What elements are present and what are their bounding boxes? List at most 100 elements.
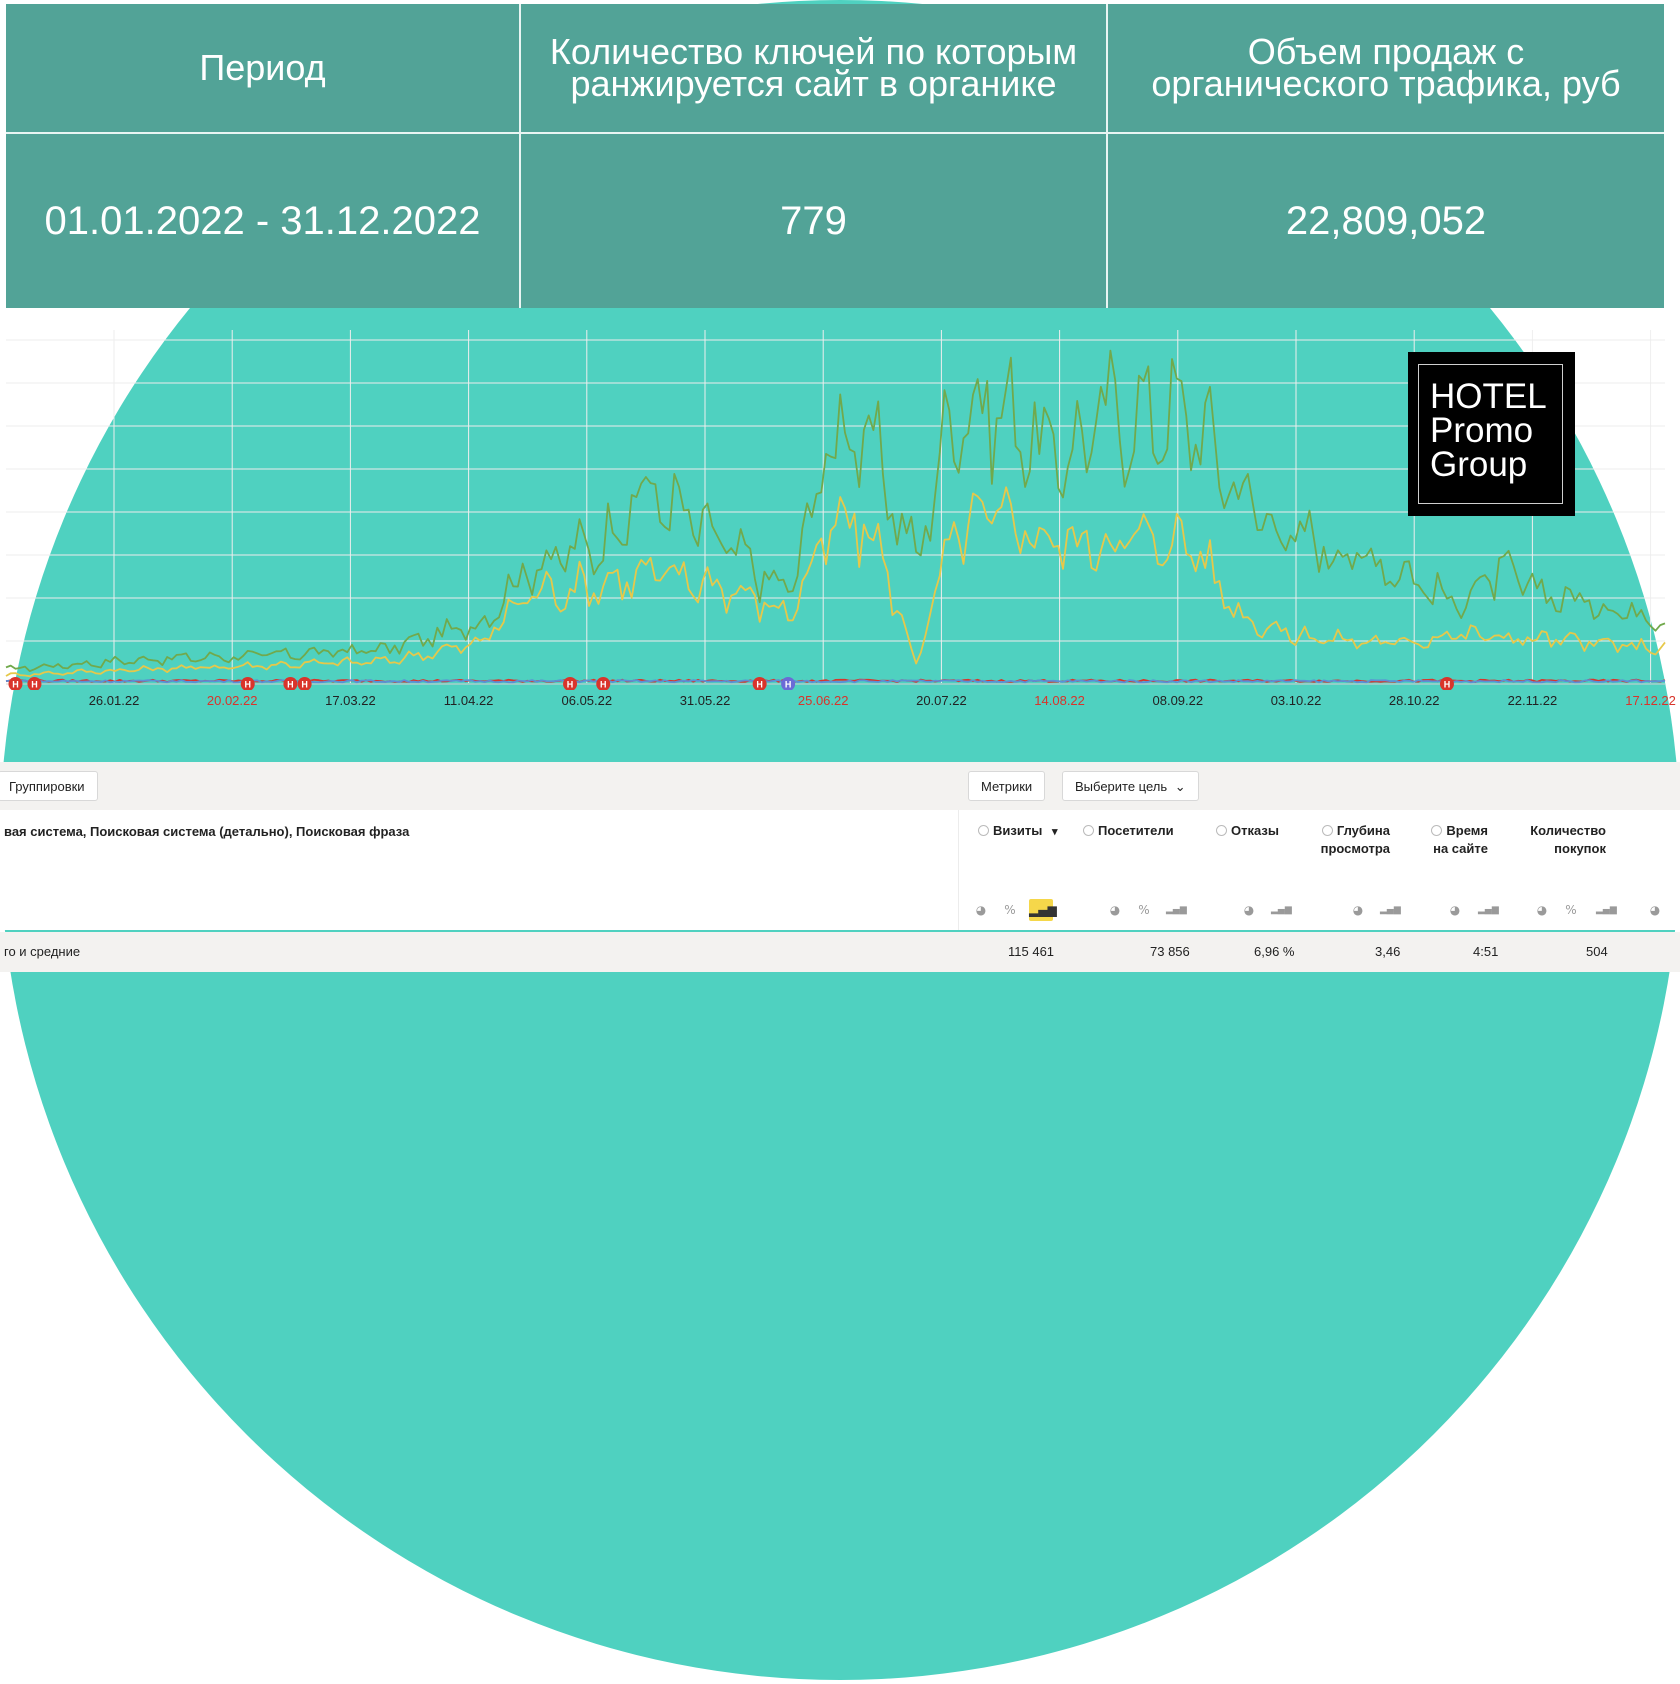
x-tick-label: 17.03.22	[325, 693, 376, 708]
header-period: Период	[6, 4, 521, 134]
column-depth-label-2: просмотра	[1320, 841, 1390, 856]
pie-chart-icon[interactable]: ◕	[1536, 903, 1548, 917]
x-tick-label: 20.02.22	[206, 693, 258, 708]
x-tick-label: 14.08.22	[1034, 693, 1085, 708]
series-line	[5, 486, 1666, 678]
goal-select-label: Выберите цель	[1075, 779, 1168, 794]
radio-icon[interactable]	[1216, 825, 1227, 836]
annotation-marker-icon	[563, 677, 578, 690]
column-time-label: Время	[1446, 823, 1488, 838]
column-depth-label: Глубина	[1336, 823, 1390, 838]
hotel-promo-group-logo: HOTEL Promo Group	[1408, 352, 1575, 516]
header-sales: Объем продаж с органического трафика, ру…	[1108, 4, 1664, 134]
annotation-marker-label: Н	[567, 680, 574, 690]
percent-icon[interactable]: %	[1004, 903, 1016, 917]
annotation-marker-label: Н	[301, 680, 308, 690]
pie-chart-icon[interactable]: ◕	[1449, 903, 1461, 917]
x-tick-label: 26.01.22	[88, 693, 140, 708]
column-time[interactable]: Время на сайте	[1428, 822, 1488, 858]
goal-select[interactable]: Выберите цель ⌄	[1062, 771, 1199, 801]
total-purchases: 504	[1586, 944, 1608, 959]
logo-frame	[1418, 364, 1563, 504]
total-visitors: 73 856	[1150, 944, 1190, 959]
column-visitors[interactable]: Посетители	[1083, 822, 1174, 840]
bar-chart-icon[interactable]: ▂▄▆	[1478, 905, 1499, 915]
pie-chart-icon[interactable]: ◕	[1243, 903, 1255, 917]
value-period: 01.01.2022 - 31.12.2022	[6, 134, 521, 308]
total-time: 4:51	[1473, 944, 1499, 959]
annotation-marker-label: Н	[785, 680, 792, 690]
column-bounces-label: Отказы	[1231, 823, 1279, 838]
sort-desc-icon[interactable]: ▾	[1051, 826, 1058, 838]
annotation-marker-label: Н	[12, 680, 19, 690]
annotation-marker-icon	[27, 677, 42, 690]
annotation-marker-icon	[752, 677, 767, 690]
pie-chart-icon[interactable]: ◕	[1352, 903, 1364, 917]
annotation-marker-icon	[596, 677, 611, 690]
annotation-marker-label: Н	[1444, 680, 1451, 690]
series-line	[5, 679, 1666, 684]
dimensions-label: вая система, Поисковая система (детально…	[4, 824, 410, 839]
series-line	[5, 349, 1666, 673]
totals-row: го и средние 115 461 73 856 6,96 % 3,46 …	[0, 932, 1680, 972]
column-purchases[interactable]: Количество покупок	[1522, 822, 1606, 858]
x-tick-label: 28.10.22	[1388, 693, 1440, 708]
annotation-marker-label: Н	[287, 680, 294, 690]
column-purchases-label: Количество	[1530, 823, 1606, 838]
x-tick-label: 08.09.22	[1152, 693, 1204, 708]
column-depth[interactable]: Глубина просмотра	[1318, 822, 1390, 858]
table-header: вая система, Поисковая система (детально…	[0, 810, 1680, 930]
radio-icon[interactable]	[1321, 825, 1333, 836]
x-tick-label: 31.05.22	[679, 693, 731, 708]
header-keywords: Количество ключей по которым ранжируется…	[521, 4, 1108, 134]
percent-icon[interactable]: %	[1565, 903, 1577, 917]
column-visits[interactable]: Визиты ▾	[978, 822, 1057, 841]
x-tick-label: 25.06.22	[797, 693, 849, 708]
chevron-down-icon: ⌄	[1174, 779, 1186, 794]
value-sales: 22,809,052	[1285, 198, 1487, 243]
annotation-marker-icon	[240, 677, 255, 690]
x-tick-label: 17.12.22	[1625, 693, 1676, 708]
pie-chart-icon[interactable]: ◕	[1649, 903, 1661, 917]
bar-chart-icon[interactable]: ▂▄▆	[1271, 905, 1292, 915]
annotation-marker-label: Н	[31, 680, 38, 690]
annotation-marker-label: Н	[600, 680, 607, 690]
total-visits: 115 461	[1008, 944, 1055, 959]
pie-chart-icon[interactable]: ◕	[1109, 903, 1121, 917]
radio-icon[interactable]	[978, 825, 989, 836]
column-visitors-label: Посетители	[1098, 823, 1174, 838]
annotation-marker-icon	[781, 677, 796, 690]
value-keywords: 779	[521, 134, 1108, 308]
totals-label: го и средние	[4, 944, 81, 959]
logo-text: HOTEL Promo Group	[1430, 377, 1547, 484]
column-bounces[interactable]: Отказы	[1216, 822, 1279, 840]
annotation-marker-label: Н	[756, 680, 763, 690]
annotation-marker-label: Н	[244, 680, 251, 690]
total-bounces: 6,96 %	[1254, 944, 1295, 959]
percent-icon[interactable]: %	[1138, 903, 1150, 917]
x-tick-label: 03.10.22	[1270, 693, 1322, 708]
bar-chart-icon[interactable]: ▂▄▆	[1029, 899, 1057, 921]
bar-chart-icon[interactable]: ▂▄▆	[1166, 905, 1187, 915]
radio-icon[interactable]	[1083, 825, 1094, 836]
pie-chart-icon[interactable]: ◕	[975, 903, 987, 917]
report-toolbar: Группировки Метрики Выберите цель ⌄	[0, 762, 1680, 810]
bar-chart-icon[interactable]: ▂▄▆	[1380, 905, 1401, 915]
annotation-marker-icon	[283, 677, 298, 690]
annotation-marker-icon	[1439, 677, 1454, 690]
x-tick-label: 11.04.22	[443, 693, 494, 708]
radio-icon[interactable]	[1431, 825, 1443, 836]
x-tick-label: 06.05.22	[561, 693, 613, 708]
column-visits-label: Визиты	[993, 823, 1043, 838]
x-tick-label: 20.07.22	[916, 693, 967, 708]
column-purchases-label-2: покупок	[1554, 841, 1606, 856]
metrics-button[interactable]: Метрики	[968, 771, 1046, 801]
summary-table: Период Количество ключей по которым ранж…	[6, 4, 1664, 308]
groupings-button[interactable]: Группировки	[0, 771, 98, 801]
annotation-marker-icon	[8, 677, 23, 690]
column-time-label-2: на сайте	[1433, 841, 1488, 856]
annotation-marker-icon	[297, 677, 312, 690]
bar-chart-icon[interactable]: ▂▄▆	[1596, 905, 1617, 915]
